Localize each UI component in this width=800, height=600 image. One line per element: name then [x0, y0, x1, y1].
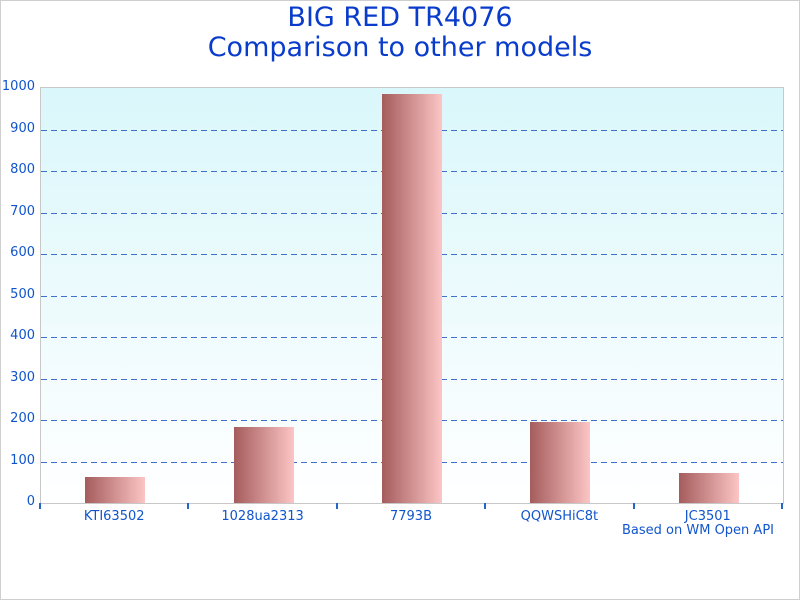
bar-7793B: [382, 94, 442, 503]
x-axis-label-7793B: 7793B: [389, 509, 432, 524]
footer-note: Based on WM Open API: [622, 523, 774, 538]
y-axis-label-600: 600: [10, 245, 35, 260]
bar-1028ua2313: [233, 427, 294, 503]
x-axis-tick: [781, 503, 783, 509]
y-axis-label-100: 100: [10, 452, 35, 468]
y-axis-label-300: 300: [10, 369, 35, 385]
x-axis-label-QQWSHiC8t: QQWSHiC8t: [520, 509, 599, 524]
y-axis-label-200: 200: [10, 411, 35, 426]
y-axis-label-0: 0: [26, 494, 35, 509]
x-axis-label-JC3501: JC3501: [684, 509, 731, 524]
plot-area: [40, 87, 784, 504]
y-axis-label-400: 400: [10, 328, 35, 343]
y-axis-label-1000: 1000: [1, 79, 35, 94]
x-axis-tick: [484, 503, 487, 509]
y-axis-label-700: 700: [10, 203, 35, 219]
chart-title-line1: BIG RED TR4076: [287, 2, 513, 33]
x-axis-label-KTI63502: KTI63502: [83, 509, 145, 524]
bar-QQWSHiC8t: [530, 422, 591, 503]
bar-JC3501: [678, 473, 739, 503]
chart-title-line2: Comparison to other models: [207, 32, 593, 63]
y-axis-label-800: 800: [10, 162, 35, 177]
y-axis-label-900: 900: [10, 120, 35, 136]
x-axis-tick: [632, 503, 635, 509]
x-axis-label-1028ua2313: 1028ua2313: [221, 509, 304, 524]
x-axis-tick: [187, 503, 190, 509]
chart-title: BIG RED TR4076 Comparison to other model…: [1, 3, 799, 63]
y-axis-label-500: 500: [10, 286, 35, 302]
x-axis-tick: [39, 503, 41, 509]
bar-KTI63502: [85, 476, 146, 503]
x-axis-tick: [335, 503, 338, 509]
